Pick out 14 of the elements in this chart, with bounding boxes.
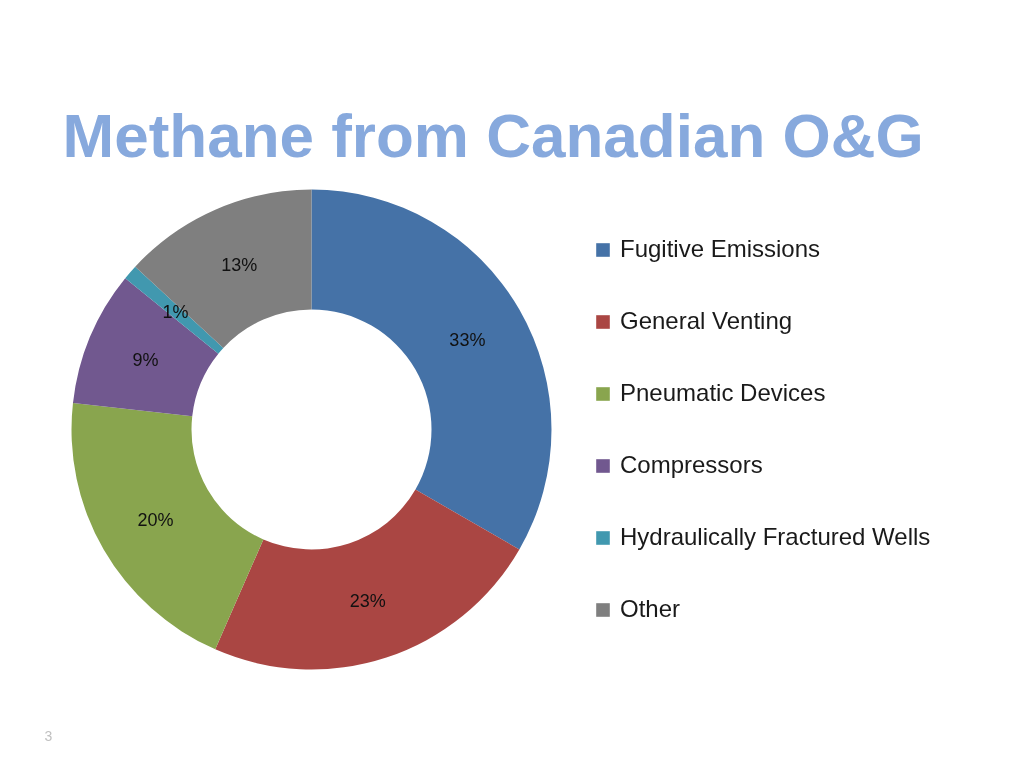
legend-label: Other bbox=[620, 594, 681, 624]
chart-title: Methane from Canadian O&G bbox=[62, 101, 924, 170]
data-label: 20% bbox=[137, 509, 174, 530]
legend-label: Compressors bbox=[620, 450, 763, 480]
data-label: 9% bbox=[132, 349, 159, 370]
data-label: 13% bbox=[221, 254, 258, 275]
data-label: 1% bbox=[162, 301, 189, 322]
text: 3 bbox=[44, 727, 53, 744]
data-label: 23% bbox=[349, 590, 386, 611]
legend-label: General Venting bbox=[620, 306, 793, 336]
data-label: 33% bbox=[449, 329, 486, 350]
legend-label: Hydraulically Fractured Wells bbox=[620, 522, 931, 552]
legend-label: Pneumatic Devices bbox=[620, 378, 826, 408]
legend-label: Fugitive Emissions bbox=[620, 234, 821, 264]
